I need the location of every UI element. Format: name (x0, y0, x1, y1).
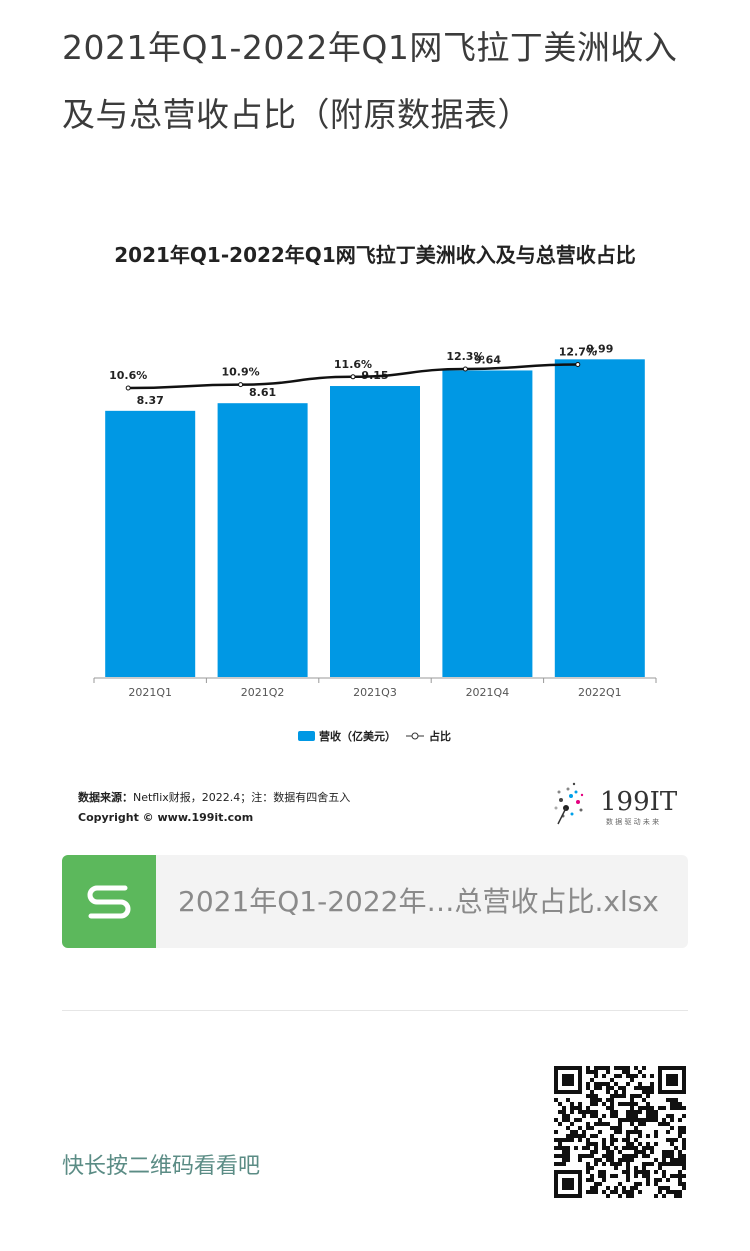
revenue-bar (217, 403, 308, 677)
qr-code-icon[interactable] (554, 1066, 686, 1198)
chart-svg: 2021年Q1-2022年Q1网飞拉丁美洲收入及与总营收占比 8.37 8.61 9… (93, 243, 657, 743)
ratio-point (125, 385, 131, 391)
source-note: 数据来源：Netflix财报，2022.4；注：数据有四舍五入 Copyrigh… (78, 788, 350, 828)
revenue-value-label: 8.37 (137, 394, 164, 407)
attachment-file[interactable]: 2021年Q1-2022年…总营收占比.xlsx (62, 855, 688, 948)
revenue-value-label: 9.64 (474, 353, 501, 366)
source-text: Netflix财报，2022.4；注：数据有四舍五入 (133, 791, 351, 804)
ratio-point (575, 361, 581, 367)
revenue-value-label: 9.99 (586, 342, 613, 355)
brand-name: 199IT (600, 787, 678, 817)
legend: 营收（亿美元） 占比 (298, 729, 451, 743)
revenue-bar (105, 410, 196, 677)
legend-line-label: 占比 (429, 729, 451, 743)
ratio-value-label: 12.7% (559, 345, 597, 358)
brand-slogan: 数 据 驱 动 未 来 (606, 817, 659, 826)
legend-bar-label: 营收（亿美元） (319, 729, 396, 743)
x-tick-label: 2021Q1 (128, 686, 172, 699)
revenue-bar (442, 370, 533, 677)
ratio-value-label: 12.3% (446, 350, 484, 363)
x-tick-label: 2021Q3 (353, 686, 397, 699)
x-tick-label: 2021Q2 (241, 686, 285, 699)
ratio-value-label: 10.9% (222, 366, 260, 379)
ratio-point (238, 382, 244, 388)
legend-bar-swatch (298, 731, 315, 741)
brand-logo: 199IT 数 据 驱 动 未 来 (552, 780, 692, 830)
chart-title: 2021年Q1-2022年Q1网飞拉丁美洲收入及与总营收占比 (114, 243, 635, 267)
dandelion-logo-icon (554, 782, 584, 825)
copyright: Copyright © www.199it.com (78, 811, 254, 824)
x-axis: 2021Q1 2021Q2 2021Q3 2021Q4 2022Q1 (93, 677, 657, 699)
article-title: 2021年Q1-2022年Q1网飞拉丁美洲收入及与总营收占比（附原数据表） (62, 28, 678, 134)
ratio-point (462, 366, 468, 372)
ratio-value-label: 11.6% (334, 358, 372, 371)
bars-layer: 8.378.619.159.649.99 (105, 342, 645, 677)
divider (62, 1010, 688, 1011)
chart: 2021年Q1-2022年Q1网飞拉丁美洲收入及与总营收占比 8.37 8.61 9… (62, 215, 688, 835)
x-tick-label: 2021Q4 (466, 686, 510, 699)
revenue-value-label: 8.61 (249, 386, 276, 399)
x-tick-label: 2022Q1 (578, 686, 622, 699)
spreadsheet-s-icon (62, 855, 156, 948)
ratio-value-label: 10.6% (109, 369, 147, 382)
source-label: 数据来源： (78, 791, 133, 804)
attachment-file-name: 2021年Q1-2022年…总营收占比.xlsx (178, 885, 659, 918)
revenue-bar (554, 359, 645, 677)
qr-hint-text: 快长按二维码看看吧 (62, 1154, 261, 1179)
ratio-line-layer: 10.6% 10.9% 11.6% 12.3% 12.7% (109, 345, 597, 391)
revenue-bar (330, 386, 420, 677)
ratio-point (350, 374, 356, 380)
legend-line-marker (411, 732, 419, 740)
